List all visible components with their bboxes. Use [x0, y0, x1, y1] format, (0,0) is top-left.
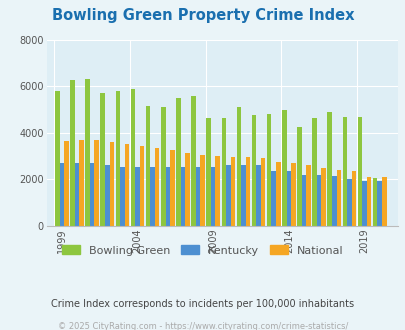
Bar — [305, 165, 310, 226]
Bar — [211, 167, 215, 226]
Bar — [351, 171, 355, 226]
Bar — [176, 98, 180, 226]
Bar — [105, 165, 109, 226]
Bar — [64, 141, 68, 226]
Bar — [241, 165, 245, 226]
Bar — [331, 176, 336, 226]
Bar — [135, 167, 139, 226]
Bar — [256, 165, 260, 226]
Bar — [70, 81, 75, 226]
Bar — [195, 167, 200, 226]
Bar — [55, 91, 60, 226]
Bar — [221, 118, 226, 226]
Bar — [200, 155, 205, 226]
Bar — [90, 163, 94, 226]
Bar — [275, 162, 280, 226]
Bar — [361, 181, 366, 226]
Text: Bowling Green Property Crime Index: Bowling Green Property Crime Index — [51, 8, 354, 23]
Bar — [266, 114, 271, 226]
Bar — [60, 163, 64, 226]
Bar — [336, 170, 340, 226]
Bar — [165, 167, 170, 226]
Text: © 2025 CityRating.com - https://www.cityrating.com/crime-statistics/: © 2025 CityRating.com - https://www.city… — [58, 322, 347, 330]
Bar — [160, 107, 165, 226]
Bar — [75, 163, 79, 226]
Bar — [100, 93, 105, 226]
Bar — [271, 171, 275, 226]
Bar — [327, 112, 331, 226]
Bar — [215, 156, 220, 226]
Bar — [236, 107, 241, 226]
Bar — [372, 178, 377, 226]
Bar — [109, 142, 114, 226]
Bar — [185, 153, 189, 226]
Bar — [226, 165, 230, 226]
Bar — [281, 110, 286, 226]
Bar — [115, 91, 120, 226]
Bar — [381, 177, 386, 226]
Bar — [311, 118, 316, 226]
Bar — [79, 140, 83, 226]
Bar — [145, 106, 150, 226]
Bar — [251, 115, 256, 226]
Bar — [377, 181, 381, 226]
Bar — [301, 175, 305, 226]
Text: Crime Index corresponds to incidents per 100,000 inhabitants: Crime Index corresponds to incidents per… — [51, 299, 354, 309]
Bar — [286, 171, 290, 226]
Bar — [120, 167, 124, 226]
Bar — [357, 116, 361, 226]
Bar — [346, 180, 351, 226]
Bar — [85, 79, 90, 226]
Bar — [206, 118, 211, 226]
Bar — [366, 177, 371, 226]
Bar — [316, 175, 321, 226]
Bar — [245, 157, 249, 226]
Bar — [94, 140, 99, 226]
Bar — [191, 95, 195, 226]
Bar — [150, 167, 155, 226]
Bar — [296, 127, 301, 226]
Bar — [290, 163, 295, 226]
Bar — [260, 158, 265, 226]
Bar — [139, 146, 144, 226]
Bar — [342, 116, 346, 226]
Legend: Bowling Green, Kentucky, National: Bowling Green, Kentucky, National — [58, 241, 347, 260]
Bar — [321, 168, 325, 226]
Bar — [124, 145, 129, 226]
Bar — [230, 157, 234, 226]
Bar — [130, 88, 135, 226]
Bar — [155, 148, 159, 226]
Bar — [180, 167, 185, 226]
Bar — [170, 150, 174, 226]
